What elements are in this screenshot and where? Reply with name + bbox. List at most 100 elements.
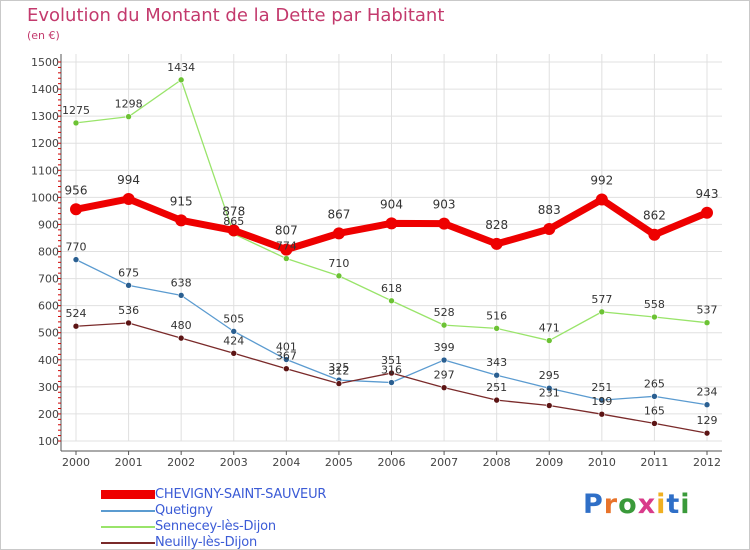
- x-tick-label: 2003: [220, 456, 248, 469]
- data-label: 1275: [62, 104, 90, 117]
- data-label: 770: [66, 241, 87, 254]
- data-label: 325: [328, 361, 349, 374]
- data-point: [648, 228, 661, 241]
- data-label: 904: [380, 197, 403, 211]
- data-point: [493, 396, 500, 404]
- data-label: 265: [644, 377, 665, 390]
- x-tick-label: 2012: [693, 456, 721, 469]
- data-point: [125, 319, 132, 327]
- data-label: 480: [171, 319, 192, 332]
- data-point: [440, 356, 448, 364]
- data-label: 865: [223, 215, 244, 228]
- data-point: [701, 206, 713, 219]
- data-label: 867: [327, 207, 350, 221]
- data-point: [125, 113, 132, 120]
- x-tick-label: 2010: [588, 456, 616, 469]
- data-label: 862: [643, 209, 666, 223]
- data-point: [72, 256, 80, 263]
- data-point: [543, 223, 556, 236]
- legend-swatch: [101, 525, 155, 528]
- y-tick-label: 400: [38, 354, 59, 367]
- data-point: [598, 396, 606, 404]
- data-point: [335, 380, 343, 387]
- logo-letter: x: [637, 489, 657, 520]
- data-point: [283, 255, 290, 262]
- data-label: 295: [539, 369, 560, 382]
- data-point: [72, 119, 80, 127]
- data-label: 1434: [167, 61, 195, 74]
- data-point: [545, 337, 553, 344]
- logo-letter: t: [666, 489, 681, 520]
- data-label: 537: [697, 304, 718, 317]
- data-point: [177, 76, 185, 84]
- logo-letter: r: [603, 489, 619, 520]
- y-tick-label: 1500: [31, 56, 59, 69]
- data-point: [440, 321, 448, 329]
- data-point: [227, 224, 240, 237]
- y-tick-label: 900: [38, 218, 59, 231]
- legend-label: Sennecey-lès-Dijon: [155, 519, 276, 534]
- proxiti-logo: Proxiti: [583, 489, 691, 520]
- x-tick-label: 2008: [483, 456, 511, 469]
- data-label: 199: [591, 395, 612, 408]
- data-label: 165: [644, 404, 665, 417]
- data-point: [493, 325, 500, 332]
- data-point: [335, 272, 343, 280]
- data-point: [385, 217, 398, 230]
- y-tick-label: 800: [38, 246, 59, 259]
- data-label: 903: [433, 198, 456, 212]
- data-label: 251: [486, 381, 507, 394]
- data-point: [545, 384, 553, 392]
- y-tick-label: 1200: [31, 137, 59, 150]
- data-label: 828: [485, 218, 508, 232]
- data-label: 883: [538, 203, 561, 217]
- legend-item: Quetigny: [101, 503, 213, 518]
- data-label: 316: [381, 364, 402, 377]
- data-label: 471: [539, 322, 560, 335]
- data-point: [598, 308, 606, 316]
- data-point: [230, 349, 238, 357]
- data-point: [283, 356, 290, 363]
- data-point: [440, 384, 448, 391]
- data-point: [72, 322, 80, 330]
- x-tick-label: 2005: [325, 456, 353, 469]
- chart-unit: (en €): [27, 29, 60, 42]
- y-tick-label: 1300: [31, 110, 59, 123]
- legend-label: Quetigny: [155, 503, 213, 518]
- data-point: [651, 393, 658, 400]
- x-tick-label: 2011: [640, 456, 668, 469]
- data-label: 878: [222, 204, 245, 218]
- data-label: 401: [276, 341, 297, 354]
- data-label: 915: [170, 194, 193, 208]
- data-point: [545, 402, 553, 409]
- data-label: 251: [591, 381, 612, 394]
- data-point: [703, 319, 711, 326]
- legend-item: Neuilly-lès-Dijon: [101, 535, 257, 550]
- x-tick-label: 2000: [62, 456, 90, 469]
- data-label: 343: [486, 356, 507, 369]
- y-tick-label: 600: [38, 300, 59, 313]
- data-label: 312: [328, 365, 349, 378]
- y-tick-label: 1100: [31, 164, 59, 177]
- data-label: 297: [434, 369, 455, 382]
- data-point: [703, 429, 711, 437]
- data-point: [283, 365, 290, 373]
- data-point: [122, 192, 135, 205]
- data-label: 994: [117, 173, 140, 187]
- data-label: 675: [118, 266, 139, 279]
- data-label: 234: [697, 386, 718, 399]
- y-tick-label: 700: [38, 273, 59, 286]
- data-label: 558: [644, 298, 665, 311]
- legend-label: Neuilly-lès-Dijon: [155, 535, 258, 550]
- logo-letter: P: [583, 489, 604, 520]
- x-tick-label: 2006: [378, 456, 406, 469]
- data-point: [598, 410, 606, 418]
- data-label: 231: [539, 387, 560, 400]
- legend-item: Sennecey-lès-Dijon: [101, 519, 276, 534]
- y-tick-label: 500: [38, 327, 59, 340]
- data-label: 992: [590, 174, 613, 188]
- legend-swatch: [101, 541, 155, 544]
- logo-letter: i: [656, 489, 667, 520]
